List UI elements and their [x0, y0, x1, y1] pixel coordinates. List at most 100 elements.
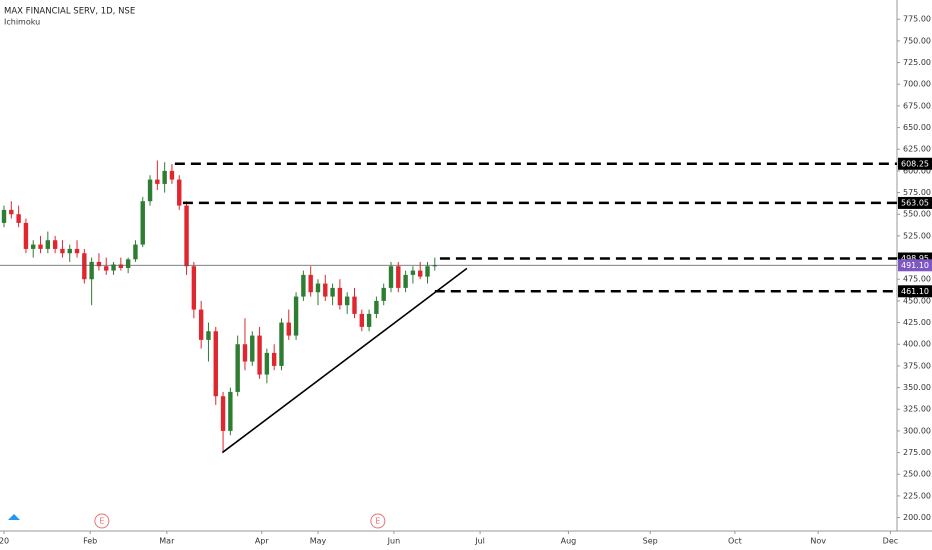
earnings-label: E — [99, 517, 104, 526]
candle-body — [74, 248, 80, 254]
y-tick-label: 200.00 — [903, 513, 931, 522]
candle-body — [374, 300, 379, 314]
x-tick-label: Mar — [159, 537, 175, 546]
indicator-name: Ichimoku — [4, 18, 40, 27]
y-tick-label: 450.00 — [903, 296, 931, 305]
candle-body — [45, 240, 51, 249]
candle-body — [359, 313, 364, 327]
candle-body — [432, 265, 438, 267]
candle-body — [228, 391, 233, 431]
candle-body — [96, 261, 102, 267]
candle-body — [104, 266, 109, 271]
y-tick-label: 725.00 — [903, 58, 931, 67]
y-tick-label: 275.00 — [903, 448, 931, 457]
x-tick-label: Jul — [474, 537, 485, 546]
y-tick-label: 300.00 — [903, 426, 931, 435]
y-tick-label: 325.00 — [903, 405, 931, 414]
candle-body — [330, 287, 335, 297]
candle-body — [344, 296, 350, 306]
candle-body — [366, 313, 372, 327]
price-label: 563.05 — [901, 198, 929, 207]
candle-body — [89, 261, 94, 280]
x-tick-label: Jun — [387, 537, 401, 546]
x-tick-label: Apr — [255, 537, 270, 546]
y-tick-label: 525.00 — [903, 231, 931, 240]
candle-body — [220, 396, 226, 431]
candle-body — [388, 266, 394, 288]
price-label-box — [898, 259, 932, 272]
price-label: 491.10 — [901, 261, 929, 270]
candle-body — [147, 179, 153, 202]
candle-body — [82, 253, 87, 280]
y-tick-label: 650.00 — [903, 123, 931, 132]
y-tick-label: 625.00 — [903, 145, 931, 154]
y-tick-label: 600.00 — [903, 166, 931, 175]
y-tick-label: 225.00 — [903, 491, 931, 500]
candle-body — [352, 296, 357, 314]
candle-body — [323, 283, 328, 297]
candle-body — [337, 287, 343, 306]
candle-body — [418, 270, 423, 277]
candle-body — [184, 205, 189, 267]
y-tick-label: 550.00 — [903, 210, 931, 219]
candle-body — [38, 244, 43, 249]
y-tick-label: 475.00 — [903, 275, 931, 284]
y-tick-label: 375.00 — [903, 361, 931, 370]
x-tick-label: Aug — [561, 537, 577, 546]
price-label: 608.25 — [901, 159, 929, 168]
candle-body — [118, 264, 124, 268]
candle-body — [16, 214, 21, 223]
y-tick-label: 675.00 — [903, 101, 931, 110]
candle-body — [155, 179, 160, 184]
x-tick-label: Dec — [883, 537, 898, 546]
candle-body — [191, 266, 197, 310]
candle-body — [301, 274, 306, 297]
candle-body — [250, 335, 255, 362]
price-label-box — [898, 196, 932, 209]
earnings-marker — [370, 513, 386, 529]
price-label-box — [898, 285, 932, 298]
price-label: 461.10 — [901, 287, 929, 296]
candle-body — [403, 274, 408, 288]
candle-body — [410, 270, 416, 275]
y-tick-label: 425.00 — [903, 318, 931, 327]
candle-body — [23, 222, 29, 249]
candle-body — [31, 244, 36, 249]
y-tick-label: 775.00 — [903, 15, 931, 24]
logo — [8, 514, 20, 520]
candle-body — [279, 322, 284, 366]
candle-body — [198, 309, 204, 340]
candle-body — [60, 248, 65, 254]
candle-body — [140, 201, 145, 245]
y-tick-label: 400.00 — [903, 340, 931, 349]
candle-body — [125, 259, 131, 268]
candle-body — [293, 296, 299, 336]
candle-body — [206, 331, 211, 340]
candle-body — [425, 266, 430, 277]
candle-body — [177, 179, 182, 206]
candle-body — [381, 287, 386, 301]
y-tick-label: 575.00 — [903, 188, 931, 197]
candle-body — [1, 209, 7, 223]
trendline — [221, 267, 468, 454]
earnings-label: E — [375, 517, 380, 526]
candle-body — [271, 352, 277, 366]
x-tick-label: May — [310, 537, 327, 546]
candle-body — [257, 335, 262, 375]
chart-title: MAX FINANCIAL SERV, 1D, NSE — [4, 7, 135, 17]
price-label-box — [898, 157, 932, 170]
y-tick-label: 750.00 — [903, 36, 931, 45]
earnings-marker — [94, 513, 110, 529]
x-tick-label: Feb — [83, 537, 97, 546]
x-tick-label: Sep — [643, 537, 658, 546]
candle-body — [308, 274, 313, 293]
candle-body — [52, 240, 58, 249]
y-tick-label: 250.00 — [903, 470, 931, 479]
x-tick-label: 20 — [0, 537, 9, 546]
y-tick-label: 350.00 — [903, 383, 931, 392]
candle-body — [111, 264, 116, 271]
candle-body — [169, 170, 175, 180]
x-tick-label: Oct — [728, 537, 742, 546]
